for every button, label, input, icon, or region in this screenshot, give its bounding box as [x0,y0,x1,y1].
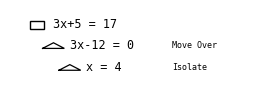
Text: Isolate: Isolate [172,63,207,72]
Text: x = 4: x = 4 [86,61,122,74]
Bar [30,21,44,29]
Text: 3x+5 = 17: 3x+5 = 17 [53,18,117,31]
Text: Move Over: Move Over [172,41,217,50]
Text: 3x-12 = 0: 3x-12 = 0 [70,39,134,52]
